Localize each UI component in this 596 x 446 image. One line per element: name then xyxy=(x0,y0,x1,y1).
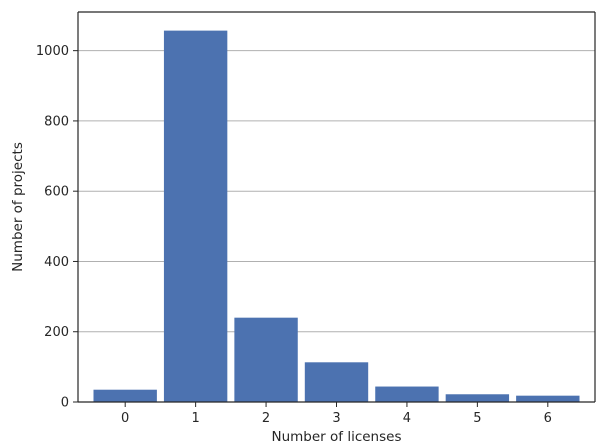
y-tick-label: 600 xyxy=(44,185,69,200)
grid-lines xyxy=(78,50,595,333)
y-tick-label: 0 xyxy=(61,396,69,411)
x-tick-label: 5 xyxy=(473,411,481,426)
y-tick-label: 400 xyxy=(44,255,69,270)
x-axis-label: Number of licenses xyxy=(272,429,402,445)
bar xyxy=(234,317,298,402)
bar xyxy=(445,394,510,402)
x-tick-label: 1 xyxy=(191,411,199,426)
x-tick-label: 3 xyxy=(332,411,340,426)
axes xyxy=(77,11,596,403)
y-axis-label: Number of projects xyxy=(10,142,26,272)
bar xyxy=(93,389,157,402)
bars xyxy=(93,30,580,403)
bar xyxy=(375,386,439,402)
y-tick-label: 800 xyxy=(44,114,69,129)
x-tick-label: 2 xyxy=(262,411,270,426)
bar xyxy=(516,395,580,402)
bar xyxy=(163,30,228,403)
x-tick-label: 4 xyxy=(403,411,411,426)
x-tick-label: 6 xyxy=(544,411,552,426)
x-tick-label: 0 xyxy=(121,411,129,426)
y-ticks: 0 200 400 600 800 1000 xyxy=(36,44,78,411)
x-ticks: 0 1 2 3 4 5 6 xyxy=(121,402,552,426)
bar xyxy=(304,362,369,402)
y-tick-label: 200 xyxy=(44,325,69,340)
y-tick-label: 1000 xyxy=(36,44,69,59)
